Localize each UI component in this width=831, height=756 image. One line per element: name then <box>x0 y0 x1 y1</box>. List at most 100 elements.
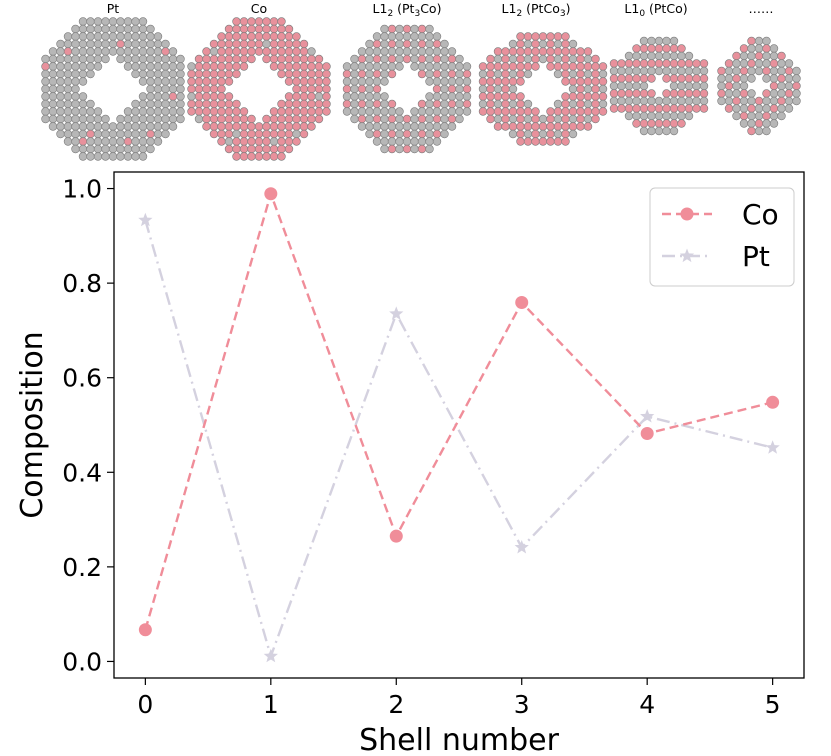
atom <box>86 152 95 161</box>
atom <box>617 59 626 68</box>
atom <box>568 69 578 79</box>
atom <box>531 62 540 71</box>
atom <box>247 144 256 154</box>
atom <box>684 81 694 91</box>
legend-marker-pt <box>679 248 695 263</box>
atom <box>292 32 301 41</box>
atom <box>553 47 563 56</box>
atom <box>410 107 419 116</box>
atom <box>455 54 464 64</box>
atom <box>322 77 331 86</box>
atom <box>662 96 671 106</box>
atom <box>516 32 525 41</box>
atom <box>455 69 464 79</box>
atom <box>277 47 286 56</box>
atom <box>546 107 555 116</box>
atom <box>747 36 756 46</box>
pt-point <box>514 539 529 554</box>
atom <box>717 66 726 76</box>
atom <box>739 51 749 61</box>
pt-point <box>765 440 780 454</box>
atom <box>131 69 140 79</box>
atom <box>314 69 324 79</box>
atom <box>146 92 155 101</box>
atom <box>440 39 449 49</box>
atom <box>632 104 641 113</box>
atom <box>380 77 389 86</box>
atom <box>372 77 382 86</box>
atom <box>478 99 488 109</box>
y-tick-label: 1.0 <box>62 175 102 204</box>
atom <box>292 114 301 124</box>
atom <box>639 51 649 61</box>
composition-plot: 0 1 2 3 4 5 0.0 0.2 0.4 0.6 0.8 1.0 Shell number Co… <box>15 171 805 756</box>
atom <box>739 59 749 68</box>
atom <box>440 114 449 124</box>
atom <box>639 111 649 121</box>
cluster-label: …… <box>749 1 774 16</box>
atom <box>598 92 608 101</box>
atom <box>269 47 279 56</box>
atom <box>372 92 382 101</box>
atom <box>410 32 419 41</box>
atom <box>609 66 619 76</box>
atom <box>116 32 125 41</box>
atom <box>314 99 324 109</box>
atom <box>342 84 352 94</box>
atom <box>372 54 382 64</box>
atom <box>747 96 756 106</box>
atom <box>314 114 324 124</box>
atom <box>523 114 533 124</box>
label-part: (PtCo) <box>645 1 688 16</box>
atom <box>447 47 457 56</box>
atom <box>176 99 185 109</box>
atom <box>202 84 211 94</box>
atom <box>792 74 801 83</box>
atom <box>224 129 234 139</box>
atom <box>583 84 593 94</box>
atom <box>410 54 419 64</box>
atom <box>624 81 634 91</box>
atom <box>516 92 525 101</box>
atom <box>93 122 103 131</box>
atom <box>380 122 389 131</box>
atom <box>609 96 619 106</box>
atom <box>493 47 503 56</box>
atom <box>754 104 764 113</box>
atom <box>63 47 73 56</box>
atom <box>568 54 578 64</box>
atom <box>194 77 204 86</box>
atom <box>624 59 634 68</box>
atom <box>402 32 412 41</box>
atom <box>692 81 701 91</box>
atom <box>342 69 352 79</box>
atom <box>576 107 585 116</box>
atom <box>56 99 65 109</box>
y-tick-label: 0.8 <box>62 269 102 298</box>
atom <box>669 36 679 46</box>
atom <box>284 99 294 109</box>
atom <box>232 144 241 154</box>
atom <box>365 39 374 49</box>
atom <box>516 129 525 139</box>
atom <box>194 54 204 64</box>
cluster-images: Pt Co L12 (Pt3Co) L12 (PtCo3) L10 (PtCo)…… <box>41 1 801 161</box>
y-tick-label: 0.2 <box>62 553 102 582</box>
atom <box>365 54 374 64</box>
atom <box>739 89 749 98</box>
atom <box>239 24 249 34</box>
atom <box>307 107 316 116</box>
atom <box>202 107 211 116</box>
atom <box>523 32 533 41</box>
atom <box>365 77 374 86</box>
atom <box>632 66 641 76</box>
atom <box>501 114 510 124</box>
atom <box>153 54 163 64</box>
atom <box>647 59 656 68</box>
subscript: 2 <box>516 9 522 19</box>
atom <box>187 107 196 116</box>
atom <box>692 104 701 113</box>
atom <box>86 137 95 146</box>
atom <box>307 47 316 56</box>
atom <box>247 17 256 26</box>
